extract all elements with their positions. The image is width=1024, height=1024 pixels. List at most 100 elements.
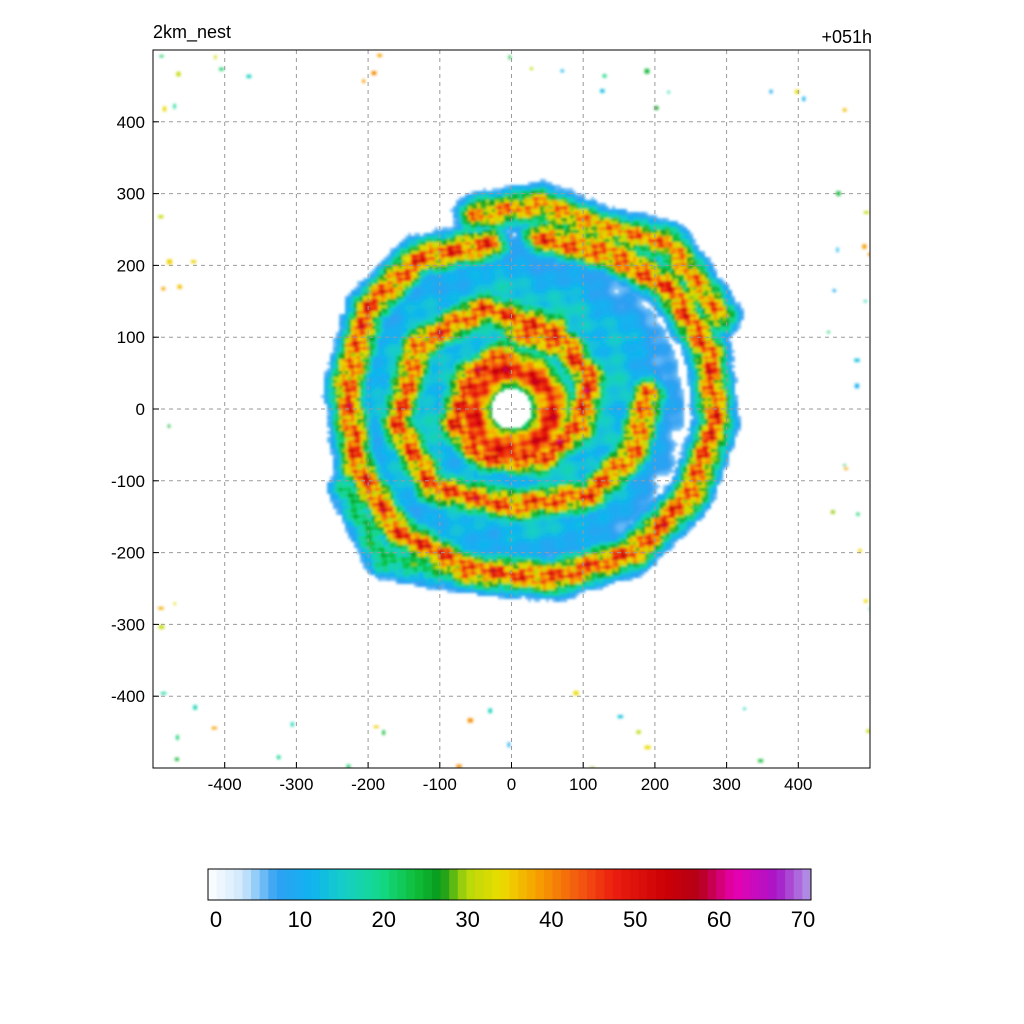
y-tick-label: 100 [117,328,145,347]
colorbar-swatch [733,869,743,900]
colorbar-swatch [604,869,614,900]
colorbar-swatch [518,869,528,900]
colorbar-swatch [242,869,252,900]
colorbar-swatch [251,869,261,900]
colorbar-tick-label: 10 [288,907,312,932]
colorbar-swatch [319,869,330,900]
y-tick-label: -100 [111,472,145,491]
colorbar-swatch [509,869,519,900]
colorbar-tick-label: 50 [623,907,647,932]
y-tick-label: -300 [111,615,145,634]
x-tick-label: -400 [208,775,242,794]
y-tick-label: 200 [117,256,145,275]
colorbar-swatch [440,869,450,900]
colorbar-swatch [216,869,226,900]
y-tick-label: 300 [117,185,145,204]
colorbar-swatch [759,869,769,900]
colorbar-swatch [233,869,243,900]
colorbar-swatch [208,869,218,900]
colorbar-swatch [535,869,545,900]
colorbar-swatch [328,869,338,900]
colorbar-swatch [483,869,493,900]
colorbar-swatch [259,869,269,900]
colorbar-swatch [802,869,812,900]
x-tick-label: -300 [279,775,313,794]
colorbar-swatch [311,869,321,900]
y-tick-label: 400 [117,113,145,132]
colorbar-swatch [690,869,700,900]
colorbar-swatch [595,869,605,900]
reflectivity-field [153,50,870,768]
colorbar-tick-label: 40 [539,907,563,932]
colorbar-swatch [742,869,752,900]
colorbar-swatch [406,869,416,900]
colorbar-swatch [785,869,795,900]
colorbar-swatch [707,869,717,900]
colorbar-swatch [569,869,579,900]
colorbar-swatch [388,869,399,900]
x-tick-label: -200 [351,775,385,794]
colorbar-swatch [621,869,631,900]
colorbar-swatch [664,869,674,900]
colorbar-tick-label: 30 [455,907,479,932]
colorbar-swatch [500,869,510,900]
x-tick-label: 400 [784,775,812,794]
colorbar-swatch [466,869,476,900]
colorbar-tick-label: 20 [371,907,395,932]
colorbar-swatch [423,869,433,900]
colorbar-swatch [767,869,778,900]
colorbar-swatch [285,869,295,900]
colorbar-swatch [612,869,622,900]
colorbar-swatch [380,869,390,900]
colorbar-swatch [561,869,571,900]
y-tick-label: 0 [136,400,145,419]
colorbar-swatch [630,869,640,900]
colorbar-swatch [699,869,709,900]
colorbar-swatch [578,869,588,900]
colorbar-swatch [431,869,442,900]
colorbar-swatch [268,869,278,900]
colorbar: 0 10 20 30 40 50 60 70 [207,868,815,932]
x-tick-label: 200 [641,775,669,794]
x-axis: -400 -300 -200 -100 0 100 200 300 400 [208,762,812,794]
colorbar-swatch [475,869,485,900]
colorbar-tick-label: 0 [210,907,222,932]
colorbar-swatch [371,869,381,900]
colorbar-swatch [302,869,312,900]
x-tick-label: 300 [712,775,740,794]
colorbar-swatch [716,869,726,900]
colorbar-swatch [397,869,407,900]
domain-title: 2km_nest [153,22,232,42]
colorbar-swatch [638,869,648,900]
colorbar-swatch [414,869,424,900]
colorbar-tick-label: 70 [791,907,815,932]
forecast-hour-label: +051h [821,27,872,47]
colorbar-swatch [724,869,734,900]
colorbar-swatch [543,869,554,900]
colorbar-swatch [363,869,373,900]
colorbar-swatch [337,869,347,900]
colorbar-tick-label: 60 [707,907,731,932]
y-axis: -400 -300 -200 -100 0 100 200 300 400 [111,113,159,706]
colorbar-swatch [655,869,666,900]
x-tick-label: 0 [507,775,516,794]
colorbar-swatch [225,869,235,900]
colorbar-swatch [552,869,562,900]
x-tick-label: 100 [569,775,597,794]
colorbar-swatch [354,869,364,900]
colorbar-swatch [681,869,691,900]
colorbar-swatch [793,869,803,900]
colorbar-swatch [345,869,355,900]
colorbar-swatch [457,869,467,900]
colorbar-swatch [294,869,304,900]
colorbar-swatch [673,869,683,900]
reflectivity-raster [153,50,870,768]
colorbar-swatch [647,869,657,900]
colorbar-frame [207,868,812,901]
colorbar-swatch [492,869,502,900]
colorbar-swatch [776,869,786,900]
colorbar-swatch [449,869,459,900]
colorbar-swatch [526,869,536,900]
colorbar-swatch [587,869,597,900]
